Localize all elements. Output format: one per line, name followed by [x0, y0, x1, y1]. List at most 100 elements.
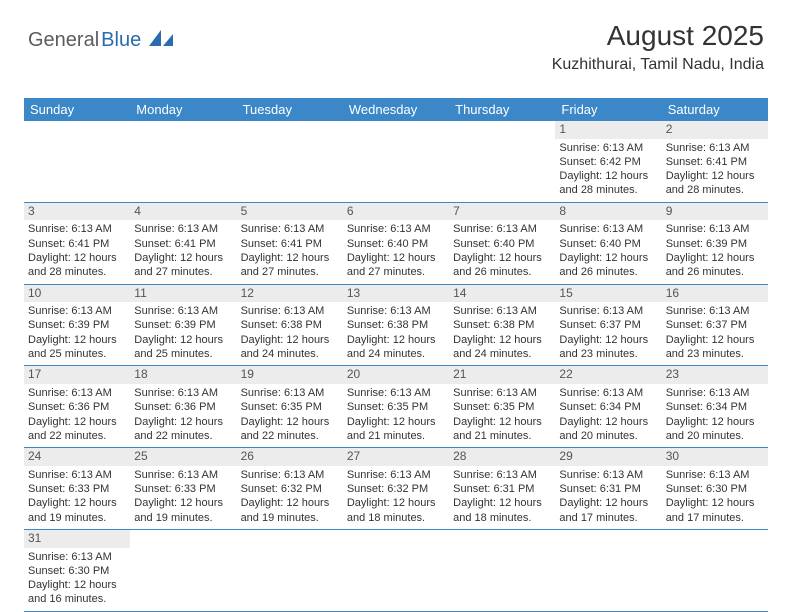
- day-number: 20: [343, 366, 449, 384]
- calendar-week-row: 31Sunrise: 6:13 AMSunset: 6:30 PMDayligh…: [24, 529, 768, 611]
- logo-text-blue: Blue: [101, 29, 141, 52]
- calendar-day-cell: 14Sunrise: 6:13 AMSunset: 6:38 PMDayligh…: [449, 284, 555, 366]
- calendar-day-cell: 3Sunrise: 6:13 AMSunset: 6:41 PMDaylight…: [24, 202, 130, 284]
- location-subtitle: Kuzhithurai, Tamil Nadu, India: [552, 56, 764, 74]
- day-info-line: and 20 minutes.: [559, 429, 657, 443]
- calendar-day-cell: 6Sunrise: 6:13 AMSunset: 6:40 PMDaylight…: [343, 202, 449, 284]
- day-info-line: Daylight: 12 hours: [134, 251, 232, 265]
- day-info-line: Daylight: 12 hours: [347, 496, 445, 510]
- calendar-day-cell: 13Sunrise: 6:13 AMSunset: 6:38 PMDayligh…: [343, 284, 449, 366]
- calendar-day-cell: 27Sunrise: 6:13 AMSunset: 6:32 PMDayligh…: [343, 448, 449, 530]
- day-info-line: Daylight: 12 hours: [666, 251, 764, 265]
- day-info-line: Sunrise: 6:13 AM: [666, 141, 764, 155]
- day-info-line: Sunset: 6:41 PM: [28, 237, 126, 251]
- day-info-line: Sunrise: 6:13 AM: [347, 386, 445, 400]
- calendar-empty-cell: [24, 121, 130, 202]
- weekday-header: Thursday: [449, 98, 555, 121]
- day-info-line: Daylight: 12 hours: [28, 251, 126, 265]
- day-number: 14: [449, 285, 555, 303]
- day-info-line: and 19 minutes.: [241, 511, 339, 525]
- day-number: 19: [237, 366, 343, 384]
- calendar-empty-cell: [130, 121, 236, 202]
- day-info-line: Sunrise: 6:13 AM: [559, 304, 657, 318]
- calendar-day-cell: 30Sunrise: 6:13 AMSunset: 6:30 PMDayligh…: [662, 448, 768, 530]
- calendar-empty-cell: [237, 121, 343, 202]
- day-info-line: Sunrise: 6:13 AM: [28, 550, 126, 564]
- day-info-line: Daylight: 12 hours: [241, 251, 339, 265]
- day-info-line: Daylight: 12 hours: [241, 496, 339, 510]
- day-info-line: Sunrise: 6:13 AM: [666, 468, 764, 482]
- calendar-day-cell: 15Sunrise: 6:13 AMSunset: 6:37 PMDayligh…: [555, 284, 661, 366]
- calendar-week-row: 3Sunrise: 6:13 AMSunset: 6:41 PMDaylight…: [24, 202, 768, 284]
- day-info-line: Sunset: 6:38 PM: [453, 318, 551, 332]
- day-info-line: and 27 minutes.: [347, 265, 445, 279]
- day-info-line: Sunrise: 6:13 AM: [241, 386, 339, 400]
- calendar-day-cell: 26Sunrise: 6:13 AMSunset: 6:32 PMDayligh…: [237, 448, 343, 530]
- sail-icon: [147, 28, 175, 53]
- day-info-line: Daylight: 12 hours: [134, 415, 232, 429]
- day-info-line: Sunset: 6:39 PM: [28, 318, 126, 332]
- day-info-line: and 25 minutes.: [134, 347, 232, 361]
- day-info-line: Sunset: 6:40 PM: [559, 237, 657, 251]
- day-number: 15: [555, 285, 661, 303]
- day-info-line: and 24 minutes.: [241, 347, 339, 361]
- day-info-line: Sunrise: 6:13 AM: [559, 222, 657, 236]
- calendar-day-cell: 24Sunrise: 6:13 AMSunset: 6:33 PMDayligh…: [24, 448, 130, 530]
- day-info-line: Sunrise: 6:13 AM: [134, 468, 232, 482]
- day-info-line: and 28 minutes.: [559, 183, 657, 197]
- day-info-line: Daylight: 12 hours: [347, 415, 445, 429]
- day-info-line: Sunset: 6:40 PM: [453, 237, 551, 251]
- day-info-line: and 22 minutes.: [134, 429, 232, 443]
- calendar-day-cell: 28Sunrise: 6:13 AMSunset: 6:31 PMDayligh…: [449, 448, 555, 530]
- calendar-empty-cell: [343, 529, 449, 611]
- day-info-line: Sunrise: 6:13 AM: [28, 222, 126, 236]
- day-number: 2: [662, 121, 768, 139]
- day-info-line: and 25 minutes.: [28, 347, 126, 361]
- day-number: 7: [449, 203, 555, 221]
- calendar-empty-cell: [449, 121, 555, 202]
- weekday-header: Monday: [130, 98, 236, 121]
- day-info-line: and 23 minutes.: [559, 347, 657, 361]
- day-info-line: Sunrise: 6:13 AM: [241, 304, 339, 318]
- day-info-line: Daylight: 12 hours: [666, 169, 764, 183]
- day-info-line: Sunrise: 6:13 AM: [453, 304, 551, 318]
- day-number: 23: [662, 366, 768, 384]
- day-info-line: Sunset: 6:35 PM: [347, 400, 445, 414]
- calendar-day-cell: 11Sunrise: 6:13 AMSunset: 6:39 PMDayligh…: [130, 284, 236, 366]
- day-number: 5: [237, 203, 343, 221]
- day-info-line: Daylight: 12 hours: [241, 415, 339, 429]
- day-info-line: and 17 minutes.: [666, 511, 764, 525]
- day-number: 22: [555, 366, 661, 384]
- calendar-day-cell: 5Sunrise: 6:13 AMSunset: 6:41 PMDaylight…: [237, 202, 343, 284]
- calendar-day-cell: 29Sunrise: 6:13 AMSunset: 6:31 PMDayligh…: [555, 448, 661, 530]
- day-info-line: Sunset: 6:36 PM: [134, 400, 232, 414]
- day-number: 21: [449, 366, 555, 384]
- day-info-line: Sunset: 6:41 PM: [134, 237, 232, 251]
- calendar-day-cell: 12Sunrise: 6:13 AMSunset: 6:38 PMDayligh…: [237, 284, 343, 366]
- day-info-line: and 24 minutes.: [347, 347, 445, 361]
- day-info-line: and 23 minutes.: [666, 347, 764, 361]
- day-info-line: Daylight: 12 hours: [559, 496, 657, 510]
- calendar-day-cell: 19Sunrise: 6:13 AMSunset: 6:35 PMDayligh…: [237, 366, 343, 448]
- day-number: 4: [130, 203, 236, 221]
- day-info-line: Sunset: 6:39 PM: [134, 318, 232, 332]
- day-info-line: Sunrise: 6:13 AM: [28, 386, 126, 400]
- day-info-line: and 27 minutes.: [134, 265, 232, 279]
- day-info-line: and 24 minutes.: [453, 347, 551, 361]
- day-info-line: Sunset: 6:39 PM: [666, 237, 764, 251]
- day-info-line: and 16 minutes.: [28, 592, 126, 606]
- day-info-line: Sunset: 6:37 PM: [666, 318, 764, 332]
- calendar-day-cell: 10Sunrise: 6:13 AMSunset: 6:39 PMDayligh…: [24, 284, 130, 366]
- day-info-line: Sunrise: 6:13 AM: [347, 468, 445, 482]
- weekday-header: Wednesday: [343, 98, 449, 121]
- logo-text-general: General: [28, 29, 99, 52]
- calendar-empty-cell: [555, 529, 661, 611]
- day-number: 17: [24, 366, 130, 384]
- day-info-line: Sunrise: 6:13 AM: [559, 468, 657, 482]
- day-info-line: Sunset: 6:41 PM: [666, 155, 764, 169]
- day-info-line: Daylight: 12 hours: [559, 415, 657, 429]
- day-info-line: Daylight: 12 hours: [347, 251, 445, 265]
- day-info-line: Sunset: 6:35 PM: [453, 400, 551, 414]
- calendar-day-cell: 23Sunrise: 6:13 AMSunset: 6:34 PMDayligh…: [662, 366, 768, 448]
- day-info-line: Sunrise: 6:13 AM: [241, 222, 339, 236]
